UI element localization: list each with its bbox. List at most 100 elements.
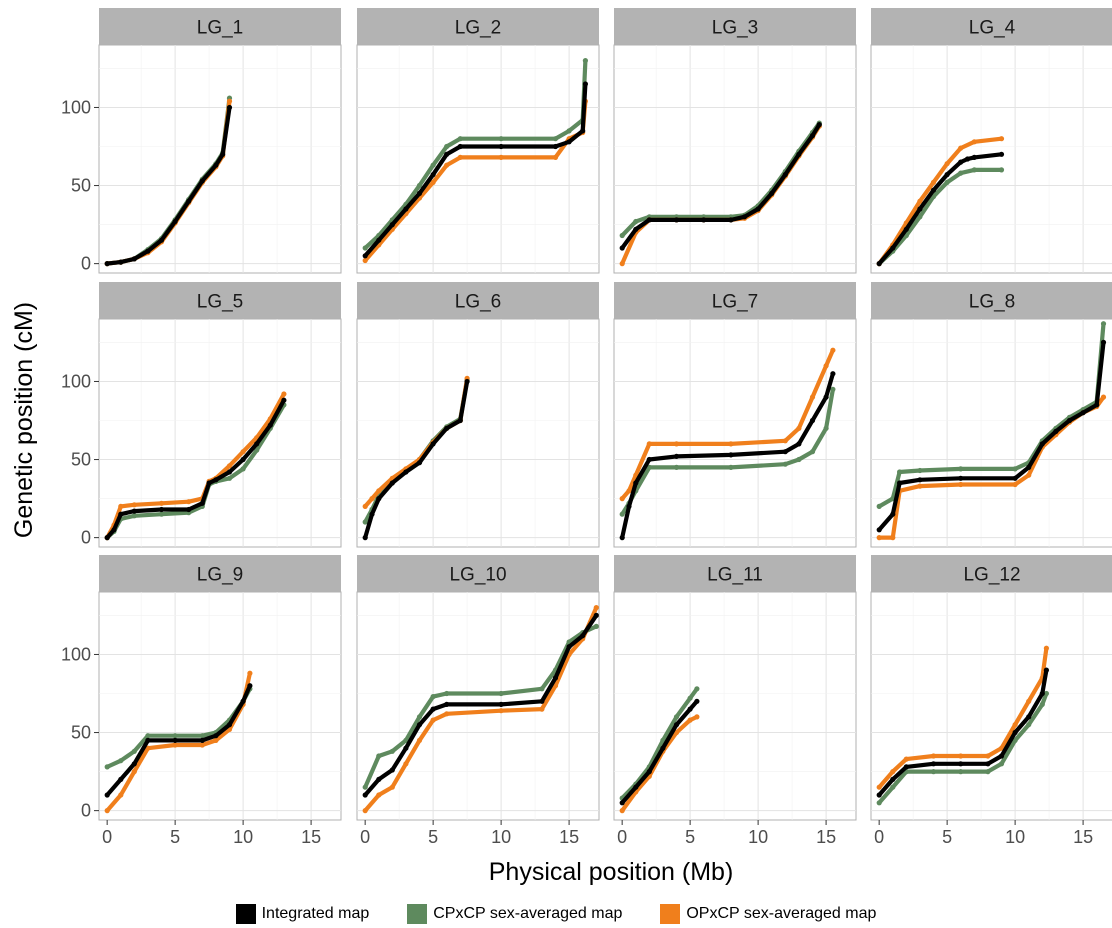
data-point (247, 670, 253, 676)
data-point (362, 257, 368, 264)
facet-panel: LG_1 (98, 8, 342, 274)
panels-layer: LG_1 LG_2 LG_3 LG_4 LG_5 LG_6 LG_7 LG_8 LG_9 LG_1… (98, 8, 1112, 821)
data-point (782, 172, 788, 178)
data-point (582, 81, 589, 87)
y-tick-label: 0 (81, 528, 91, 548)
facet-label: LG_9 (197, 565, 243, 586)
data-point (728, 452, 734, 458)
facet-label: LG_8 (969, 292, 1015, 313)
data-point (958, 761, 964, 767)
series-integrated (362, 378, 470, 541)
x-tick-label: 0 (360, 827, 370, 847)
data-point (186, 198, 192, 204)
data-point (985, 753, 991, 759)
series-integrated (104, 104, 233, 267)
data-point (430, 694, 436, 700)
data-point (626, 488, 632, 494)
data-point (498, 136, 504, 142)
data-point (566, 128, 572, 134)
data-point (131, 769, 137, 775)
data-point (362, 808, 368, 814)
series-integrated (104, 397, 287, 541)
grid-lines (357, 592, 599, 820)
data-point (376, 792, 382, 798)
data-point (1100, 321, 1107, 327)
data-point (593, 605, 599, 611)
data-point (985, 769, 991, 775)
y-tick-label: 50 (71, 450, 91, 470)
data-point (226, 104, 233, 111)
data-point (403, 761, 409, 767)
facet-label: LG_1 (197, 18, 243, 39)
data-point (876, 261, 882, 267)
data-point (673, 453, 680, 459)
data-point (958, 481, 964, 488)
data-point (876, 503, 882, 509)
data-point (131, 502, 137, 508)
data-point (131, 748, 137, 754)
x-tick-label: 5 (428, 827, 438, 847)
data-point (213, 737, 219, 744)
data-point (958, 753, 964, 759)
data-point (1012, 481, 1018, 488)
data-point (917, 467, 923, 474)
data-point (172, 218, 178, 225)
facet-panel: LG_5 (98, 282, 342, 548)
data-point (830, 347, 836, 353)
data-point (566, 644, 572, 650)
data-point (498, 690, 504, 697)
data-point (619, 808, 625, 814)
data-point (944, 172, 950, 178)
x-tick-label: 10 (491, 827, 511, 847)
data-point (958, 769, 964, 775)
data-point (890, 245, 896, 251)
data-point (430, 172, 436, 178)
y-axis-ticks: 0 50 100 0 50 100 0 50 100 (61, 97, 99, 821)
x-tick-label: 10 (1005, 827, 1025, 847)
data-point (646, 464, 652, 470)
data-point (930, 179, 937, 185)
x-axis-ticks: 0 5 10 15 0 5 10 15 0 5 10 15 0 5 10 15 (102, 820, 1093, 847)
data-point (1053, 428, 1059, 434)
data-point (416, 460, 423, 466)
data-point (782, 461, 788, 467)
data-point (646, 441, 652, 447)
data-point (1043, 645, 1049, 651)
grid-lines (357, 319, 599, 547)
data-point (430, 717, 436, 723)
data-point (830, 386, 836, 392)
data-point (890, 511, 896, 517)
data-point (673, 722, 680, 728)
data-point (376, 237, 382, 243)
y-axis-title: Genetic position (cM) (10, 302, 38, 538)
data-point (389, 748, 395, 754)
legend-item-integrated: Integrated map (235, 904, 369, 924)
data-point (673, 729, 680, 736)
data-point (498, 708, 504, 714)
data-point (362, 253, 368, 259)
data-point (566, 139, 572, 145)
data-point (728, 217, 734, 223)
data-point (694, 698, 700, 704)
data-point (240, 466, 246, 472)
data-point (240, 449, 246, 455)
legend: Integrated map CPxCP sex-averaged map OPxC… (0, 900, 1112, 928)
data-point (582, 58, 589, 64)
data-point (416, 190, 423, 196)
series-integrated (876, 151, 1005, 267)
data-point (199, 737, 205, 744)
data-point (673, 217, 680, 223)
data-point (376, 488, 382, 494)
facet-strip (99, 555, 341, 592)
data-point (444, 143, 450, 150)
facet-strip (871, 8, 1112, 45)
data-point (376, 776, 382, 783)
grid-lines (614, 45, 856, 273)
data-point (769, 190, 775, 196)
data-point (593, 623, 599, 630)
grid-lines (871, 592, 1112, 820)
data-point (539, 686, 545, 692)
data-point (539, 706, 545, 712)
series-trace (105, 683, 252, 798)
facet-strip (614, 282, 856, 319)
